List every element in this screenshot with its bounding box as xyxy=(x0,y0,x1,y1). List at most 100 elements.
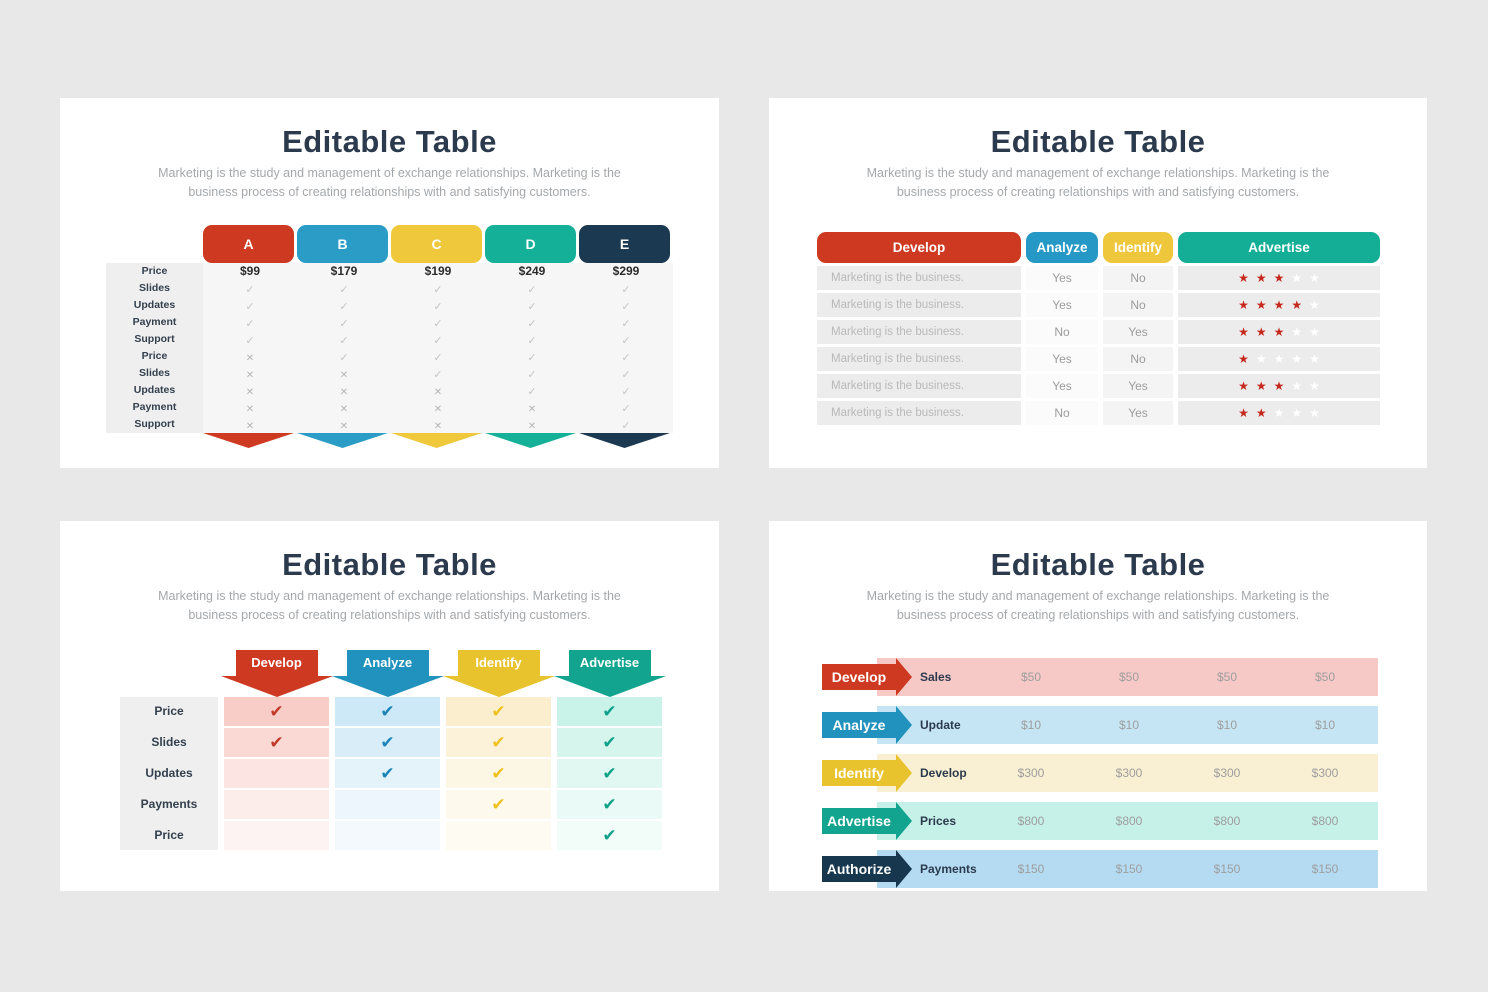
star-filled-icon: ★ xyxy=(1255,298,1267,312)
slide-card-arrow-columns-table[interactable]: Editable Table Marketing is the study an… xyxy=(60,521,719,891)
feature-cell: ✓ xyxy=(203,314,297,331)
feature-cell: ✓ xyxy=(391,331,485,348)
analyze-value: Yes xyxy=(1026,347,1098,371)
star-filled-icon: ★ xyxy=(1238,352,1249,366)
row-label: Payment xyxy=(132,401,177,413)
row-label: Support xyxy=(134,418,175,430)
feature-cell: ✓ xyxy=(579,331,673,348)
star-filled-icon: ★ xyxy=(1238,406,1249,420)
identify-value: Yes xyxy=(1103,320,1173,344)
column-header-tab: Identify xyxy=(1103,232,1173,263)
row-label: Slides xyxy=(139,367,170,379)
check-icon: ✓ xyxy=(339,335,349,347)
star-empty-icon: ★ xyxy=(1273,352,1285,366)
row-category-label: Analyze xyxy=(832,717,886,733)
value-cell: $300 xyxy=(1311,766,1339,780)
down-arrow-icon xyxy=(331,650,444,697)
star-filled-icon: ★ xyxy=(1273,379,1285,393)
feature-cell: ✓ xyxy=(203,297,297,314)
table-row: Updates ✓ ✓ ✓ ✓ ✓ xyxy=(106,297,673,314)
identify-value: Yes xyxy=(1103,374,1173,398)
row-label-column-background xyxy=(106,263,203,433)
check-icon: ✔ xyxy=(602,795,617,814)
feature-cell: ✕ xyxy=(391,382,485,399)
star-empty-icon: ★ xyxy=(1309,352,1320,366)
row-label: Updates xyxy=(133,299,176,311)
cross-icon: ✕ xyxy=(339,404,349,415)
pennant-icon xyxy=(203,433,294,448)
star-filled-icon: ★ xyxy=(1255,271,1267,285)
feature-cell: ✓ xyxy=(579,399,673,416)
table-cell xyxy=(335,790,440,819)
right-arrow-header: Develop xyxy=(822,658,912,696)
star-filled-icon: ★ xyxy=(1255,325,1267,339)
check-icon: ✓ xyxy=(245,301,255,313)
right-arrow-icon xyxy=(822,802,912,840)
row-label: Support xyxy=(134,333,175,345)
right-arrow-icon xyxy=(822,706,912,744)
feature-cell: ✕ xyxy=(203,399,297,416)
value-cell: $300 xyxy=(1017,766,1045,780)
table-row: Slides ✕ ✕ ✓ ✓ ✓ xyxy=(106,365,673,382)
table-cell: ✔ xyxy=(335,697,440,726)
star-filled-icon: ★ xyxy=(1291,298,1303,312)
cross-icon: ✕ xyxy=(433,421,443,432)
check-icon: ✓ xyxy=(245,335,255,347)
star-empty-icon: ★ xyxy=(1273,406,1285,420)
analyze-value: No xyxy=(1026,401,1098,425)
row-band xyxy=(877,754,1378,792)
feature-cell: ✓ xyxy=(579,382,673,399)
row-band xyxy=(877,658,1378,696)
cross-icon: ✕ xyxy=(245,353,255,364)
table-row: Updates ✕ ✕ ✕ ✓ ✓ xyxy=(106,382,673,399)
table-cell xyxy=(224,821,329,850)
page-title: Editable Table xyxy=(282,124,497,159)
cross-icon: ✕ xyxy=(245,404,255,415)
table-row: Payment ✓ ✓ ✓ ✓ ✓ xyxy=(106,314,673,331)
feature-cell: ✓ xyxy=(203,280,297,297)
feature-cell: ✕ xyxy=(485,399,579,416)
value-cell: $10 xyxy=(1314,718,1336,732)
check-icon: ✓ xyxy=(621,386,631,398)
table-cell: ✔ xyxy=(446,697,551,726)
feature-cell: ✓ xyxy=(297,297,391,314)
feature-cell: ✓ xyxy=(391,280,485,297)
check-icon: ✓ xyxy=(621,420,631,432)
feature-cell: ✓ xyxy=(485,365,579,382)
star-rating: ★ ★ ★ ★ ★ xyxy=(1178,266,1380,290)
check-icon: ✓ xyxy=(527,335,537,347)
slide-card-arrow-rows-table[interactable]: Editable Table Marketing is the study an… xyxy=(769,521,1427,891)
star-filled-icon: ★ xyxy=(1238,271,1249,285)
row-band xyxy=(877,802,1378,840)
page-title: Editable Table xyxy=(990,547,1206,582)
down-arrow-header: Analyze xyxy=(331,650,444,697)
slide-card-pricing-table[interactable]: Editable Table Marketing is the study an… xyxy=(60,98,719,468)
table-row: Price ✕ ✓ ✓ ✓ ✓ xyxy=(106,348,673,365)
star-filled-icon: ★ xyxy=(1238,325,1249,339)
check-icon: ✓ xyxy=(527,301,537,313)
check-icon: ✔ xyxy=(491,702,506,721)
feature-cell: ✓ xyxy=(391,365,485,382)
table-cell: ✔ xyxy=(557,697,662,726)
price-cell: $99 xyxy=(239,264,261,278)
check-icon: ✔ xyxy=(602,702,617,721)
star-rating: ★ ★ ★ ★ ★ xyxy=(1178,401,1380,425)
row-label: Sales xyxy=(920,670,952,684)
feature-cell: ✓ xyxy=(579,280,673,297)
table-row: Slides ✓ ✓ ✓ ✓ ✓ xyxy=(106,280,673,297)
down-arrow-shape xyxy=(442,650,555,697)
identify-value: Yes xyxy=(1103,401,1173,425)
column-header-tab: Advertise xyxy=(1178,232,1380,263)
value-cell: $150 xyxy=(1017,862,1045,876)
row-label: Price xyxy=(141,350,168,362)
column-header-label: Analyze xyxy=(362,655,413,670)
cross-icon: ✕ xyxy=(433,387,443,398)
table-cell: ✔ xyxy=(557,821,662,850)
check-icon: ✓ xyxy=(433,318,443,330)
row-text: Marketing is the business. xyxy=(817,401,1021,425)
check-icon: ✓ xyxy=(621,335,631,347)
slide-card-rating-table[interactable]: Editable Table Marketing is the study an… xyxy=(769,98,1427,468)
column-header-tab: Develop xyxy=(817,232,1021,263)
star-rating: ★ ★ ★ ★ ★ xyxy=(1178,320,1380,344)
star-empty-icon: ★ xyxy=(1255,352,1267,366)
